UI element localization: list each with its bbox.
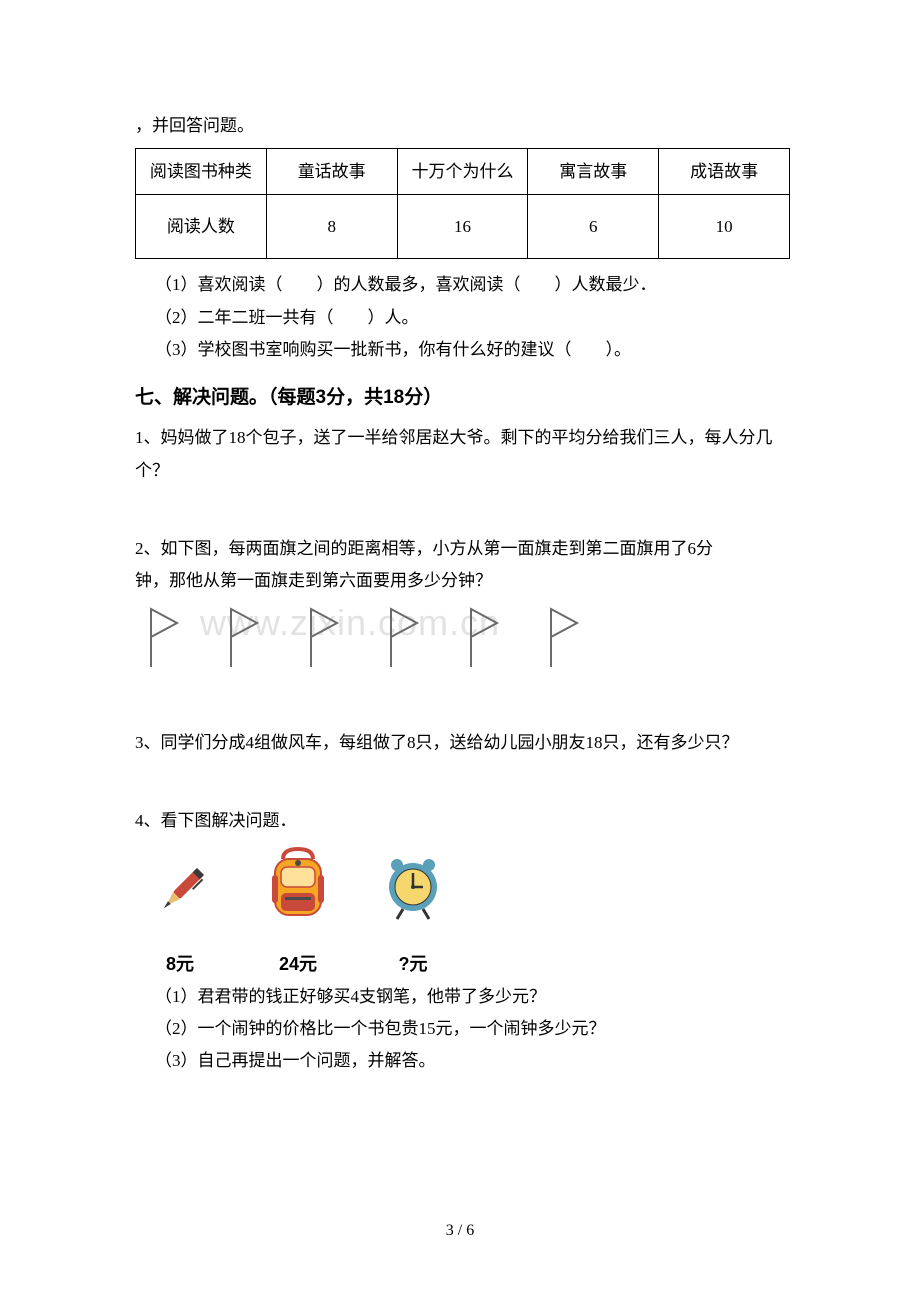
flag-icon (145, 607, 183, 680)
pen-icon (145, 857, 215, 927)
problem-3: 3、同学们分成4组做风车，每组做了8只，送给幼儿园小朋友18只，还有多少只？ (135, 727, 790, 759)
problem-4-intro: 4、看下图解决问题． (135, 805, 790, 837)
items-row: 8元 24元 (135, 837, 790, 980)
reading-table: 阅读图书种类 童话故事 十万个为什么 寓言故事 成语故事 阅读人数 8 16 6… (135, 148, 790, 259)
table-cell: 16 (397, 195, 528, 259)
table-data-row: 阅读人数 8 16 6 10 (136, 195, 790, 259)
pen-item: 8元 (145, 857, 215, 980)
bag-price: 24元 (263, 947, 333, 981)
clock-item: ?元 (381, 851, 445, 980)
flags-diagram (135, 597, 790, 680)
problem-2-line1: 2、如下图，每两面旗之间的距离相等，小方从第一面旗走到第二面旗用了6分 (135, 533, 790, 565)
table-cell: 10 (659, 195, 790, 259)
clock-icon (381, 851, 445, 927)
table-header-cell: 寓言故事 (528, 149, 659, 195)
problem-4-q2: （2）一个闹钟的价格比一个书包贵15元，一个闹钟多少元？ (135, 1013, 790, 1045)
table-cell: 6 (528, 195, 659, 259)
problem-4-q1: （1）君君带的钱正好够买4支钢笔，他带了多少元？ (135, 981, 790, 1013)
table-question-3: （3）学校图书室响购买一批新书，你有什么好的建议（ ）。 (135, 334, 790, 366)
table-header-cell: 十万个为什么 (397, 149, 528, 195)
flag-icon (385, 607, 423, 680)
intro-line: ，并回答问题。 (135, 110, 790, 142)
backpack-icon (263, 847, 333, 927)
table-header-row: 阅读图书种类 童话故事 十万个为什么 寓言故事 成语故事 (136, 149, 790, 195)
bag-item: 24元 (263, 847, 333, 980)
table-question-2: （2）二年二班一共有（ ）人。 (135, 302, 790, 334)
page-content: ，并回答问题。 阅读图书种类 童话故事 十万个为什么 寓言故事 成语故事 阅读人… (0, 0, 920, 1078)
flag-icon (465, 607, 503, 680)
table-cell: 8 (266, 195, 397, 259)
problem-4-q3: （3）自己再提出一个问题，并解答。 (135, 1045, 790, 1077)
problem-2-line2: 钟，那他从第一面旗走到第六面要用多少分钟？ (135, 565, 790, 597)
section-7-title: 七、解决问题。（每题3分，共18分） (135, 380, 790, 416)
clock-price: ?元 (381, 947, 445, 981)
table-row-label: 阅读人数 (136, 195, 267, 259)
flag-icon (545, 607, 583, 680)
table-header-cell: 成语故事 (659, 149, 790, 195)
pen-price: 8元 (145, 947, 215, 981)
table-question-1: （1）喜欢阅读（ ）的人数最多，喜欢阅读（ ）人数最少． (135, 269, 790, 301)
table-header-cell: 阅读图书种类 (136, 149, 267, 195)
flag-icon (225, 607, 263, 680)
problem-1: 1、妈妈做了18个包子，送了一半给邻居赵大爷。剩下的平均分给我们三人，每人分几个… (135, 422, 790, 487)
table-header-cell: 童话故事 (266, 149, 397, 195)
page-footer: 3 / 6 (0, 1222, 920, 1240)
flag-icon (305, 607, 343, 680)
